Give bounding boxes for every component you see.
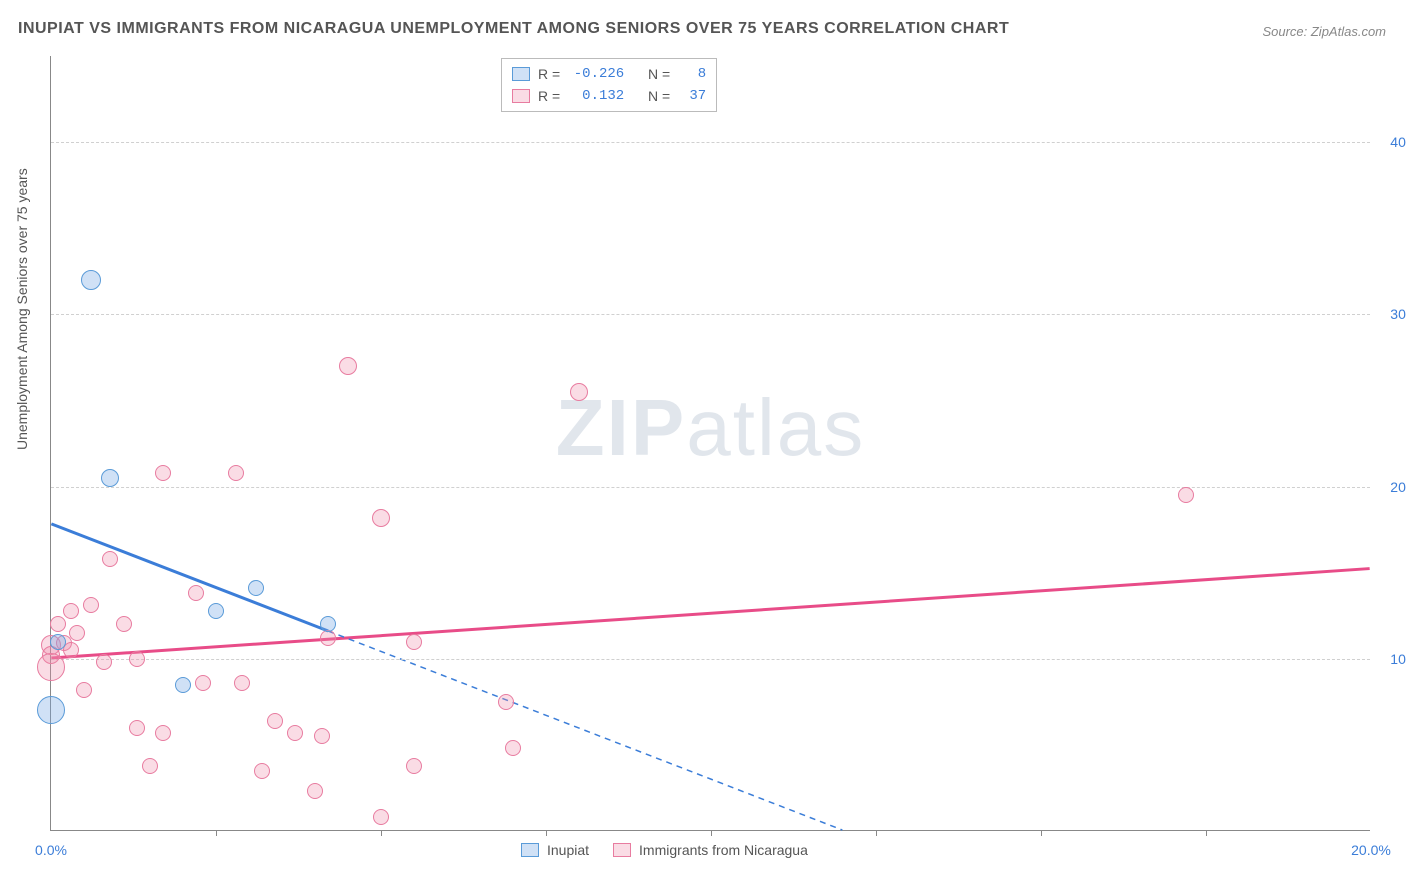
data-point (116, 616, 132, 632)
source-label: Source: ZipAtlas.com (1262, 24, 1386, 39)
data-point (69, 625, 85, 641)
legend-label: Immigrants from Nicaragua (639, 842, 808, 858)
data-point (228, 465, 244, 481)
data-point (505, 740, 521, 756)
stats-legend-row: R = -0.226 N = 8 (512, 63, 706, 85)
y-tick-label: 10.0% (1380, 651, 1406, 667)
data-point (63, 642, 79, 658)
data-point (188, 585, 204, 601)
correlation-chart: INUPIAT VS IMMIGRANTS FROM NICARAGUA UNE… (0, 0, 1406, 892)
data-point (195, 675, 211, 691)
gridline-h (51, 487, 1370, 488)
gridline-h (51, 659, 1370, 660)
data-point (155, 725, 171, 741)
data-point (372, 509, 390, 527)
data-point (175, 677, 191, 693)
data-point (142, 758, 158, 774)
x-tick-label: 20.0% (1351, 842, 1391, 858)
y-axis-label: Unemployment Among Seniors over 75 years (14, 168, 30, 450)
stats-legend-row: R = 0.132 N = 37 (512, 85, 706, 107)
x-tick (1206, 830, 1207, 836)
x-tick (546, 830, 547, 836)
series-legend: Inupiat Immigrants from Nicaragua (521, 842, 808, 858)
r-label: R = (538, 85, 560, 107)
data-point (373, 809, 389, 825)
x-tick-label: 0.0% (35, 842, 67, 858)
data-point (498, 694, 514, 710)
r-value: -0.226 (568, 63, 624, 85)
plot-area: ZIPatlas 10.0%20.0%30.0%40.0%0.0%20.0% R… (50, 56, 1370, 831)
data-point (129, 720, 145, 736)
chart-title: INUPIAT VS IMMIGRANTS FROM NICARAGUA UNE… (18, 20, 1009, 38)
data-point (50, 634, 66, 650)
x-tick (216, 830, 217, 836)
legend-item: Immigrants from Nicaragua (613, 842, 808, 858)
data-point (155, 465, 171, 481)
legend-item: Inupiat (521, 842, 589, 858)
legend-swatch (512, 67, 530, 81)
y-tick-label: 20.0% (1380, 479, 1406, 495)
legend-label: Inupiat (547, 842, 589, 858)
data-point (101, 469, 119, 487)
data-point (76, 682, 92, 698)
n-value: 37 (678, 85, 706, 107)
data-point (83, 597, 99, 613)
data-point (50, 616, 66, 632)
data-point (81, 270, 101, 290)
data-point (320, 630, 336, 646)
stats-legend: R = -0.226 N = 8 R = 0.132 N = 37 (501, 58, 717, 112)
data-point (320, 616, 336, 632)
x-tick (876, 830, 877, 836)
data-point (37, 653, 65, 681)
data-point (570, 383, 588, 401)
data-point (96, 654, 112, 670)
data-point (307, 783, 323, 799)
y-tick-label: 30.0% (1380, 306, 1406, 322)
data-point (63, 603, 79, 619)
data-point (254, 763, 270, 779)
data-point (339, 357, 357, 375)
data-point (314, 728, 330, 744)
n-label: N = (648, 85, 670, 107)
n-label: N = (648, 63, 670, 85)
data-point (1178, 487, 1194, 503)
legend-swatch (613, 843, 631, 857)
r-value: 0.132 (568, 85, 624, 107)
y-tick-label: 40.0% (1380, 134, 1406, 150)
data-point (287, 725, 303, 741)
data-point (267, 713, 283, 729)
x-tick (1041, 830, 1042, 836)
data-point (208, 603, 224, 619)
n-value: 8 (678, 63, 706, 85)
data-point (248, 580, 264, 596)
data-point (129, 651, 145, 667)
data-point (102, 551, 118, 567)
data-point (406, 634, 422, 650)
gridline-h (51, 142, 1370, 143)
data-point (406, 758, 422, 774)
gridline-h (51, 314, 1370, 315)
legend-swatch (521, 843, 539, 857)
trend-lines (51, 56, 1370, 830)
x-tick (711, 830, 712, 836)
data-point (234, 675, 250, 691)
legend-swatch (512, 89, 530, 103)
data-point (37, 696, 65, 724)
x-tick (381, 830, 382, 836)
r-label: R = (538, 63, 560, 85)
